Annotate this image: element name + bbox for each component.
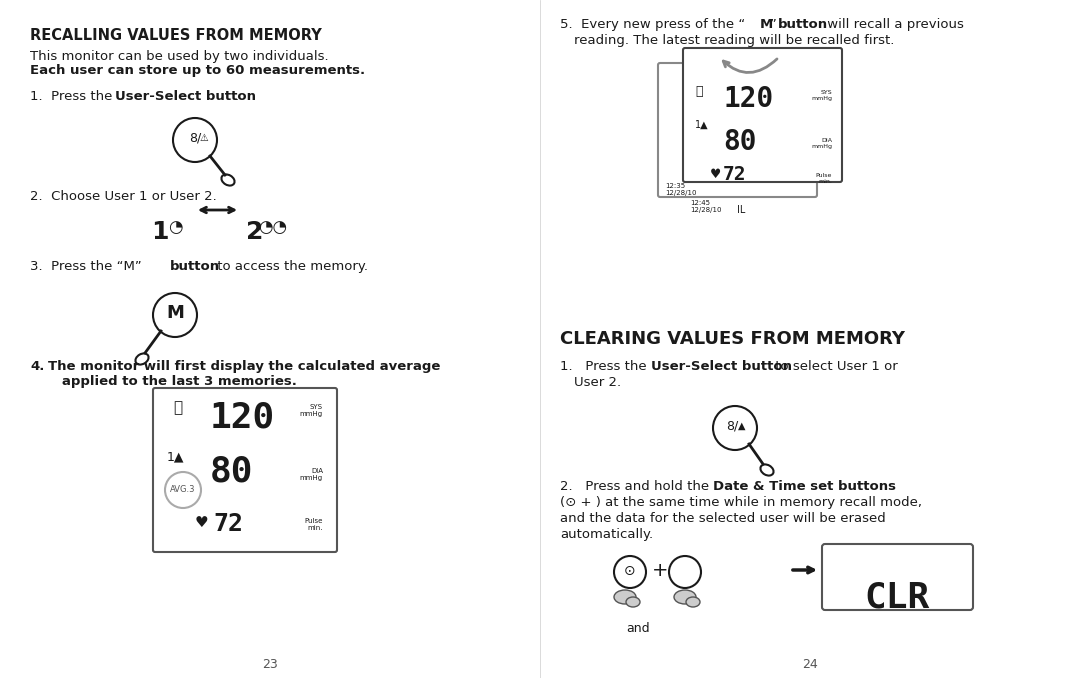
- Text: button: button: [778, 18, 828, 31]
- Text: 1▲: 1▲: [696, 120, 708, 130]
- Text: will recall a previous: will recall a previous: [823, 18, 963, 31]
- Ellipse shape: [626, 597, 640, 607]
- Text: ◔◔: ◔◔: [258, 218, 287, 236]
- Text: Each user can store up to 60 measurements.: Each user can store up to 60 measurement…: [30, 64, 365, 77]
- Text: 2: 2: [246, 220, 264, 244]
- Text: 4.: 4.: [30, 360, 44, 373]
- Text: 3.  Press the “M”: 3. Press the “M”: [30, 260, 146, 273]
- Text: 8/: 8/: [189, 132, 201, 144]
- Text: M: M: [760, 18, 773, 31]
- Text: and: and: [626, 622, 650, 635]
- Text: 120: 120: [723, 85, 773, 113]
- Text: CLR: CLR: [864, 580, 930, 614]
- Text: ▲: ▲: [739, 421, 746, 431]
- Text: IL: IL: [737, 205, 745, 215]
- Text: 12:45
12/28/10: 12:45 12/28/10: [690, 200, 721, 213]
- FancyBboxPatch shape: [153, 388, 337, 552]
- Ellipse shape: [674, 590, 696, 604]
- Text: 2.   Press and hold the: 2. Press and hold the: [561, 480, 714, 493]
- Text: 1.   Press the: 1. Press the: [561, 360, 651, 373]
- Text: 72: 72: [723, 165, 746, 184]
- Text: RECALLING VALUES FROM MEMORY: RECALLING VALUES FROM MEMORY: [30, 28, 322, 43]
- Text: SYS
mmHg: SYS mmHg: [811, 90, 832, 101]
- Text: CLEARING VALUES FROM MEMORY: CLEARING VALUES FROM MEMORY: [561, 330, 905, 348]
- Text: ”: ”: [770, 18, 781, 31]
- Text: Pulse
min.: Pulse min.: [305, 518, 323, 531]
- Text: Pulse
min.: Pulse min.: [815, 173, 832, 184]
- Text: 5.  Every new press of the “: 5. Every new press of the “: [561, 18, 745, 31]
- Text: User 2.: User 2.: [573, 376, 621, 389]
- Text: The monitor will first display the calculated average
   applied to the last 3 m: The monitor will first display the calcu…: [48, 360, 441, 388]
- Text: 2.  Choose User 1 or User 2.: 2. Choose User 1 or User 2.: [30, 190, 217, 203]
- Text: .: .: [235, 90, 239, 103]
- Text: 8/: 8/: [726, 420, 738, 433]
- Text: ⚠: ⚠: [200, 133, 208, 143]
- Ellipse shape: [686, 597, 700, 607]
- Text: ♥: ♥: [710, 168, 721, 181]
- Text: AVG.3: AVG.3: [171, 485, 195, 494]
- Text: 80: 80: [210, 455, 254, 489]
- Text: 1▲: 1▲: [167, 450, 185, 463]
- Text: 23: 23: [262, 658, 278, 671]
- Text: (⊙ + ) at the same time while in memory recall mode,: (⊙ + ) at the same time while in memory …: [561, 496, 922, 509]
- Ellipse shape: [615, 590, 636, 604]
- Text: M: M: [166, 304, 184, 322]
- Text: 80: 80: [723, 128, 756, 156]
- Text: automatically.: automatically.: [561, 528, 653, 541]
- Text: This monitor can be used by two individuals.: This monitor can be used by two individu…: [30, 50, 328, 63]
- Text: button: button: [170, 260, 220, 273]
- FancyBboxPatch shape: [683, 48, 842, 182]
- Text: 24: 24: [802, 658, 818, 671]
- FancyBboxPatch shape: [658, 63, 816, 197]
- Text: +: +: [651, 561, 669, 580]
- Text: Ⓑ: Ⓑ: [173, 400, 183, 415]
- Text: 1.  Press the: 1. Press the: [30, 90, 117, 103]
- Text: ♥: ♥: [195, 515, 208, 530]
- Text: to access the memory.: to access the memory.: [213, 260, 368, 273]
- Text: Ⓑ: Ⓑ: [696, 85, 702, 98]
- Text: ◔: ◔: [167, 218, 183, 236]
- Text: to select User 1 or: to select User 1 or: [771, 360, 897, 373]
- Text: 72: 72: [213, 512, 243, 536]
- Text: User-Select button: User-Select button: [651, 360, 792, 373]
- Text: and the data for the selected user will be erased: and the data for the selected user will …: [561, 512, 886, 525]
- Text: DIA
mmHg: DIA mmHg: [811, 138, 832, 148]
- Text: 12:35
12/28/10: 12:35 12/28/10: [665, 183, 697, 196]
- Text: 1: 1: [151, 220, 168, 244]
- Text: User-Select button: User-Select button: [114, 90, 256, 103]
- Text: 120: 120: [210, 400, 275, 434]
- Text: 8/▲: 8/▲: [180, 133, 200, 143]
- Text: SYS
mmHg: SYS mmHg: [300, 404, 323, 417]
- Text: Date & Time set buttons: Date & Time set buttons: [713, 480, 896, 493]
- Text: reading. The latest reading will be recalled first.: reading. The latest reading will be reca…: [573, 34, 894, 47]
- Text: ⊙: ⊙: [624, 564, 636, 578]
- Text: DIA
mmHg: DIA mmHg: [300, 468, 323, 481]
- FancyBboxPatch shape: [822, 544, 973, 610]
